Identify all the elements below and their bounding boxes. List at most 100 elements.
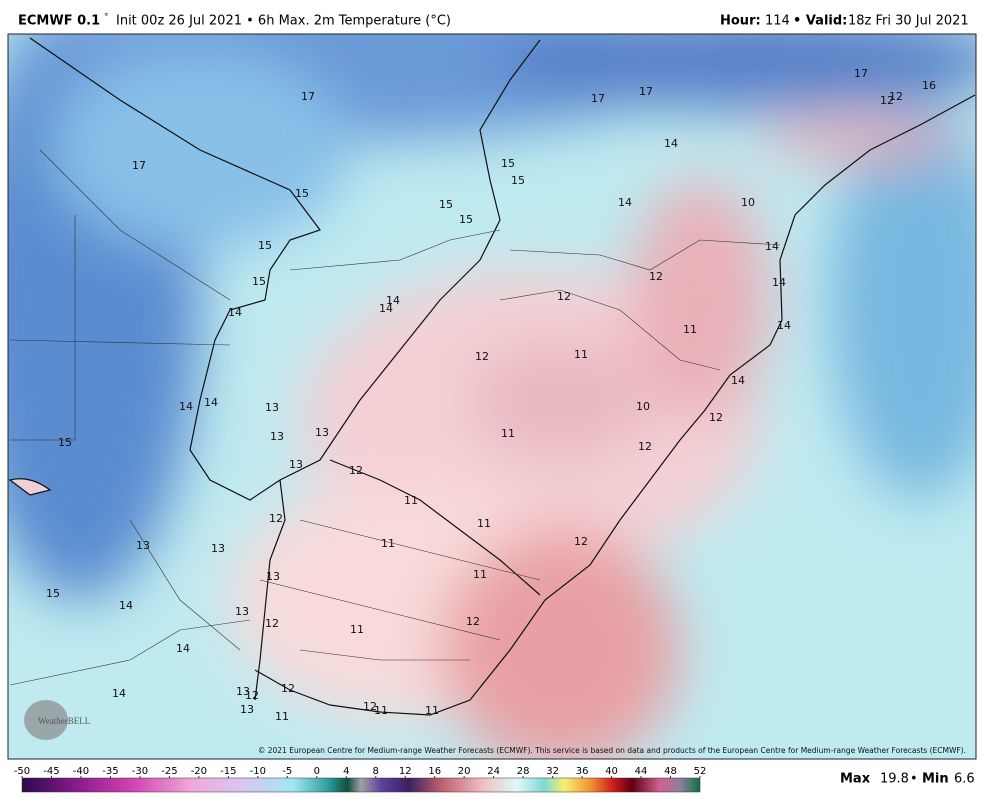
valid-label: • Valid:	[793, 14, 847, 29]
map-label: 11	[275, 710, 289, 723]
map-label: 14	[772, 276, 786, 289]
map-label: 13	[315, 426, 329, 439]
valid: 18z Fri 30 Jul 2021	[848, 14, 969, 29]
map-label: 17	[591, 92, 605, 105]
degree: °	[104, 13, 109, 23]
colorbar-tick-label: -5	[282, 766, 292, 777]
map-label: 16	[922, 79, 936, 92]
map-label: 13	[266, 570, 280, 583]
max-label: Max	[840, 772, 871, 787]
min: 6.6	[954, 772, 975, 787]
map-label: 11	[374, 704, 388, 717]
map-label: 17	[854, 67, 868, 80]
model: ECMWF 0.1	[18, 14, 100, 29]
map-label: 11	[350, 623, 364, 636]
map-label: 11	[501, 427, 515, 440]
map-label: 12	[475, 350, 489, 363]
map-label: 14	[379, 302, 393, 315]
colorbar-tick-label: 24	[487, 766, 500, 777]
map-label: 12	[889, 90, 903, 103]
map-label: 12	[363, 700, 377, 713]
map-label: 13	[240, 703, 254, 716]
map-label: 12	[649, 270, 663, 283]
colorbar-tick-label: 40	[605, 766, 618, 777]
stats: Max 19.8 • Min 6.6	[840, 772, 975, 787]
map-label: 12	[245, 689, 259, 702]
map-label: 12	[880, 94, 894, 107]
colorbar-tick-label: 28	[517, 766, 530, 777]
map-label: 12	[557, 290, 571, 303]
map-label: 14	[777, 319, 791, 332]
map-label: 13	[265, 401, 279, 414]
colorbar-tick-label: -10	[250, 766, 266, 777]
colorbar-tick-label: 52	[694, 766, 707, 777]
map	[8, 34, 976, 759]
min-label: Min	[922, 772, 949, 787]
map-label: 13	[211, 542, 225, 555]
colorbar-tick-label: 20	[458, 766, 471, 777]
map-label: 14	[176, 642, 190, 655]
map-label: 11	[404, 494, 418, 507]
map-label: 14	[664, 137, 678, 150]
map-label: 15	[459, 213, 473, 226]
map-frame	[7, 33, 977, 760]
map-label: 12	[574, 535, 588, 548]
map-label: 11	[381, 537, 395, 550]
colorbar-tick-label: -15	[220, 766, 236, 777]
map-label: 13	[270, 430, 284, 443]
colorbar-tick-label: -35	[102, 766, 118, 777]
map-label: 12	[638, 440, 652, 453]
map-label: 17	[639, 85, 653, 98]
map-label: 11	[473, 568, 487, 581]
max: 19.8	[880, 772, 909, 787]
map-label: 15	[58, 436, 72, 449]
map-label: 14	[179, 400, 193, 413]
colorbar-tick-label: 0	[314, 766, 320, 777]
colorbar-tick-label: 32	[546, 766, 559, 777]
map-label: 14	[204, 396, 218, 409]
colorbar-tick-label: 36	[576, 766, 589, 777]
logo: WeatherBELL	[24, 700, 90, 740]
map-label: 17	[301, 90, 315, 103]
map-label: 12	[269, 512, 283, 525]
map-label: 14	[228, 306, 242, 319]
map-label: 15	[252, 275, 266, 288]
colorbar-tick-label: 44	[635, 766, 648, 777]
map-label: 14	[119, 599, 133, 612]
colorbar-tick-label: 8	[373, 766, 379, 777]
description: Init 00z 26 Jul 2021 • 6h Max. 2m Temper…	[116, 14, 451, 29]
map-label: 12	[265, 617, 279, 630]
map-label: 11	[425, 704, 439, 717]
header: ECMWF 0.1 ° Init 00z 26 Jul 2021 • 6h Ma…	[18, 13, 969, 29]
map-label: 15	[258, 239, 272, 252]
copyright: © 2021 European Centre for Medium-range …	[258, 746, 966, 755]
map-label: 11	[477, 517, 491, 530]
colorbar-tick-label: -20	[191, 766, 207, 777]
colorbar-tick-label: -25	[161, 766, 177, 777]
map-label: 15	[501, 157, 515, 170]
colorbar-tick-label: 4	[343, 766, 349, 777]
logo-text: WeatherBELL	[38, 716, 90, 726]
colorbar-tick-label: 48	[664, 766, 677, 777]
map-label: 15	[46, 587, 60, 600]
map-label: 14	[618, 196, 632, 209]
hour: 114	[765, 14, 790, 29]
map-label: 14	[386, 294, 400, 307]
colorbar	[21, 777, 701, 793]
map-label: 13	[236, 685, 250, 698]
colorbar-tick-label: 12	[399, 766, 412, 777]
colorbar-tick-label: -40	[73, 766, 89, 777]
map-label: 14	[765, 240, 779, 253]
map-label: 15	[511, 174, 525, 187]
map-label: 12	[709, 411, 723, 424]
map-label: 13	[289, 458, 303, 471]
map-label: 17	[132, 159, 146, 172]
map-label: 11	[683, 323, 697, 336]
map-label: 14	[112, 687, 126, 700]
colorbar-tick-label: -50	[14, 766, 30, 777]
map-label: 12	[349, 464, 363, 477]
map-label: 10	[741, 196, 755, 209]
hour-label: Hour:	[720, 14, 761, 29]
map-label: 11	[574, 348, 588, 361]
